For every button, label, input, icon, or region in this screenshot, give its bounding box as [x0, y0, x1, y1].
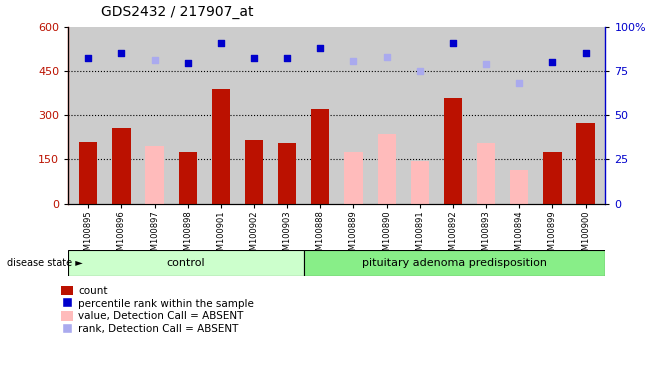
Bar	[344, 152, 363, 204]
Bar	[477, 143, 495, 204]
Point	[282, 55, 292, 61]
Point	[547, 59, 558, 65]
Text: disease state ►: disease state ►	[7, 258, 82, 268]
Point	[83, 55, 94, 61]
Point	[481, 61, 492, 68]
Bar	[576, 122, 594, 204]
Point	[580, 50, 590, 56]
Point	[249, 55, 259, 61]
Bar	[212, 89, 230, 204]
Point	[415, 68, 425, 74]
Bar	[278, 143, 296, 204]
Point	[116, 50, 126, 56]
Bar	[378, 134, 396, 204]
Point	[448, 40, 458, 46]
Bar	[245, 140, 263, 204]
Legend: count, percentile rank within the sample, value, Detection Call = ABSENT, rank, : count, percentile rank within the sample…	[61, 286, 254, 334]
Bar	[79, 142, 98, 204]
Point	[215, 40, 226, 46]
Bar	[145, 146, 163, 204]
Bar	[411, 161, 429, 204]
Point	[381, 54, 392, 60]
Point	[514, 80, 525, 86]
Bar	[311, 109, 329, 204]
Point	[182, 60, 193, 66]
Bar	[444, 98, 462, 204]
Bar	[510, 170, 529, 204]
Text: control: control	[167, 258, 205, 268]
Text: GDS2432 / 217907_at: GDS2432 / 217907_at	[101, 5, 253, 19]
Point	[315, 45, 326, 51]
Bar	[112, 128, 130, 204]
Bar	[544, 152, 562, 204]
Point	[348, 58, 359, 65]
Point	[149, 57, 159, 63]
Text: pituitary adenoma predisposition: pituitary adenoma predisposition	[362, 258, 547, 268]
Bar	[304, 250, 605, 276]
Bar	[68, 250, 304, 276]
Bar	[178, 152, 197, 204]
